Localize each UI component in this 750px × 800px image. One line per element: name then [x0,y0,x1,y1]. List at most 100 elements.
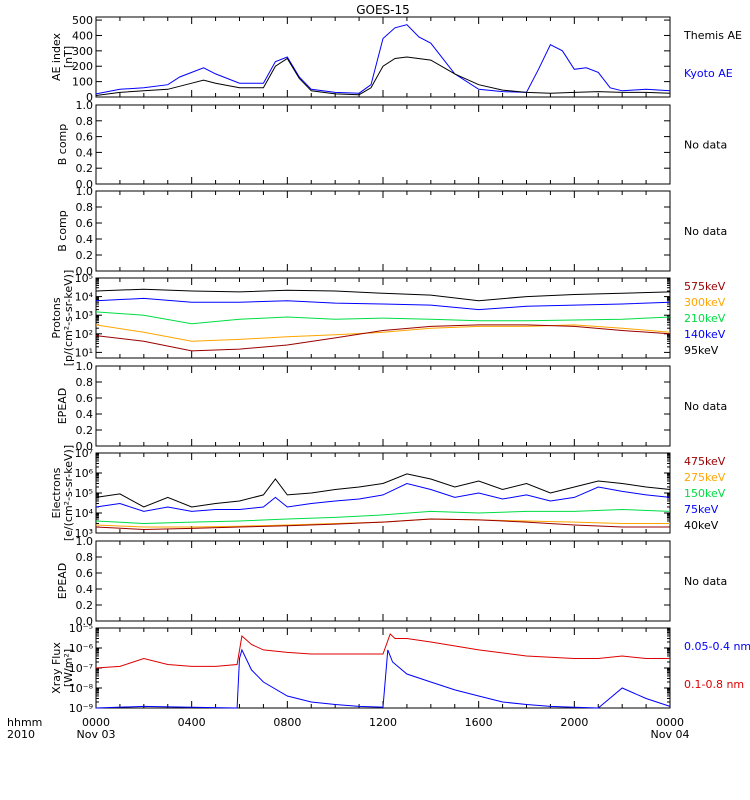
panel-frame [95,540,671,622]
legend-label: Kyoto AE [684,67,733,80]
series-line [95,297,671,311]
panel-2: 0.0 0.2 0.4 0.6 0.8 1.0 B comp No data [56,99,727,191]
x-tick-labels: 0000 0400 0800 1200 1600 2000 0000 [82,716,684,729]
y-tick-label: 0.4 [76,233,94,246]
x-tick-label: 2000 [560,716,588,729]
y-tick-label: 0.6 [76,131,94,144]
legend-label: 0.05-0.4 nm [684,640,750,653]
x-tick-label: 0000 [656,716,684,729]
y-tick-label: 0.0 [76,178,94,191]
y-tick-label: 0.2 [76,162,94,175]
y-axis-label: Protons [50,297,63,338]
y-tick-label: 0.4 [76,583,94,596]
panel-frame [95,16,671,98]
legend-label: 140keV [684,328,726,341]
y-tick-label: 0.8 [76,376,94,389]
panel-6: 10³ 10⁴ 10⁵ 10⁶ 10⁷ Electrons [e/(cm²-s-sr-keV… [50,445,726,541]
y-tick-label: 10⁻⁵ [69,622,93,635]
y-axis-label: Electrons [50,467,63,518]
y-tick-label: 0.6 [76,392,94,405]
panel-frame [95,627,671,709]
legend-label: 300keV [684,296,726,309]
no-data-label: No data [684,400,727,413]
series-line [95,518,670,531]
y-tick-label: 0.0 [76,440,94,453]
y-tick-label: 0.8 [76,115,94,128]
y-tick-label: 100 [72,76,93,89]
y-tick-label: 500 [72,14,93,27]
panel-8: 10⁻⁹ 10⁻⁸ 10⁻⁷ 10⁻⁶ 10⁻⁵ Xray Flux [W/m²] 0.05-… [50,622,750,715]
y-tick-label: 10² [75,328,93,341]
y-tick-label: 0.2 [76,599,94,612]
y-axis-label: [nT] [62,46,75,68]
y-tick-label: 10³ [75,527,93,540]
y-tick-label: 1.0 [76,185,94,198]
y-axis-label: [p/(cm²-s-sr-keV)] [62,270,75,367]
panel-5: 0.0 0.2 0.4 0.6 0.8 1.0 EPEAD No data [56,360,727,453]
y-tick-label: 10¹ [75,346,93,359]
y-tick-label: 10³ [75,309,93,322]
panel-1: 0 100 200 300 400 500 AE index [nT] Themis AE Kyo… [50,14,742,104]
legend-label: 95keV [684,344,719,357]
y-tick-label: 10⁻⁶ [69,642,94,655]
panel-frame [95,365,671,447]
y-axis-label: AE index [50,32,63,81]
y-tick-label: 10⁴ [75,291,94,304]
x-tick-label: 0800 [273,716,301,729]
series-line [95,324,671,342]
panels: 0 100 200 300 400 500 AE index [nT] Themis AE Kyo… [50,14,750,715]
x-tick-label: 1200 [369,716,397,729]
legend-label: 150keV [684,487,726,500]
x-left-label-hhmm: hhmm [7,716,42,729]
y-tick-label: 0 [86,91,93,104]
series-line [95,473,671,508]
y-tick-label: 10⁴ [75,507,94,520]
y-tick-label: 400 [72,29,93,42]
series-line [95,633,670,669]
y-axis-label: B comp [56,210,69,252]
x-tick-label: 0400 [178,716,206,729]
y-axis-label: [e/(cm²-s-sr-keV)] [62,445,75,541]
y-tick-label: 0.2 [76,424,94,437]
y-tick-label: 10⁷ [75,447,93,460]
no-data-label: No data [684,225,727,238]
legend-label: 75keV [684,503,719,516]
panel-frame [95,104,671,185]
series-line [95,508,671,525]
series-line [95,56,671,96]
y-tick-label: 0.0 [76,265,94,278]
legend-label: 40keV [684,519,719,532]
x-left-label-year: 2010 [7,728,35,741]
y-tick-label: 10⁻⁷ [69,662,93,675]
y-axis-label: [W/m²] [62,649,75,687]
panel-3: 0.0 0.2 0.4 0.6 0.8 1.0 B comp No data [56,185,727,278]
y-axis-label: Xray Flux [50,642,63,694]
x-tick-label: 0000 [82,716,110,729]
legend-label: 575keV [684,280,726,293]
y-axis-label: EPEAD [56,563,69,600]
y-tick-label: 1.0 [76,360,94,373]
series-line [95,311,671,325]
panel-frame [95,190,671,272]
series-line [95,324,671,352]
series-line [95,288,671,302]
y-tick-label: 0.6 [76,567,94,580]
panel-4: 10¹ 10² 10³ 10⁴ 10⁵ Protons [p/(cm²-s-sr-keV)]… [50,270,726,367]
chart-title: GOES-15 [356,3,410,17]
legend-label: Themis AE [683,29,742,42]
y-tick-label: 1.0 [76,99,94,112]
y-tick-label: 300 [72,45,93,58]
y-tick-label: 0.8 [76,551,94,564]
legend-label: 210keV [684,312,726,325]
y-tick-label: 10⁻⁸ [69,682,94,695]
y-tick-label: 0.8 [76,201,94,214]
y-tick-label: 200 [72,60,93,73]
y-tick-label: 10⁵ [75,272,93,285]
y-tick-label: 0.0 [76,615,94,628]
y-tick-label: 10⁻⁹ [69,702,93,715]
legend-label: 275keV [684,471,726,484]
y-tick-label: 10⁶ [75,467,94,480]
y-axis-label: B comp [56,124,69,166]
no-data-label: No data [684,575,727,588]
